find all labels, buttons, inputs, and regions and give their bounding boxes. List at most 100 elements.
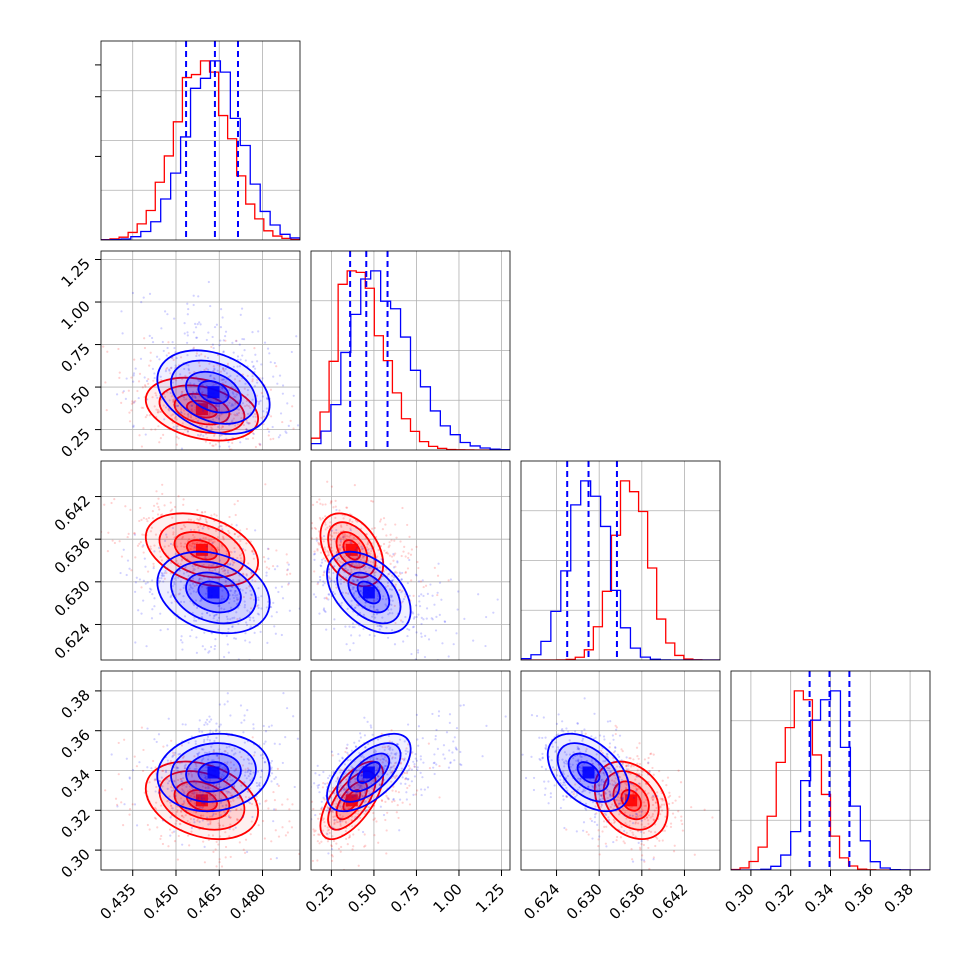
scatter-point <box>361 582 364 585</box>
scatter-point <box>143 346 147 350</box>
density-peak <box>345 794 358 807</box>
scatter-point <box>175 559 178 563</box>
scatter-point <box>333 565 336 568</box>
scatter-point <box>179 373 182 376</box>
scatter-point <box>335 842 338 845</box>
scatter-point <box>593 779 596 782</box>
scatter-point <box>184 376 188 379</box>
scatter-point <box>152 566 155 570</box>
scatter-point <box>191 394 194 397</box>
scatter-point <box>146 520 149 523</box>
scatter-point <box>390 729 393 732</box>
scatter-point <box>165 533 168 536</box>
scatter-point <box>171 807 174 810</box>
scatter-point <box>227 815 231 819</box>
scatter-point <box>257 783 261 786</box>
scatter-point <box>234 424 237 427</box>
scatter-point <box>363 734 366 737</box>
scatter-point <box>393 554 396 557</box>
scatter-point <box>308 514 310 516</box>
scatter-point <box>335 531 338 534</box>
contour-line <box>144 512 260 588</box>
scatter-point <box>218 559 222 562</box>
scatter-point <box>213 377 216 381</box>
scatter-point <box>285 553 288 556</box>
scatter-point <box>582 829 585 832</box>
scatter-point <box>384 764 388 768</box>
scatter-point <box>323 609 326 613</box>
scatter-point <box>213 647 216 651</box>
scatter-point <box>243 603 247 607</box>
scatter-point <box>378 628 381 631</box>
scatter-point <box>195 584 199 587</box>
scatter-point <box>340 786 344 789</box>
scatter-point <box>158 546 161 549</box>
scatter-point <box>650 796 653 799</box>
scatter-point <box>390 539 393 542</box>
scatter-point <box>343 532 346 535</box>
scatter-point <box>227 651 230 654</box>
scatter-point <box>256 784 259 788</box>
scatter-point <box>323 798 326 801</box>
scatter-point <box>577 758 580 761</box>
scatter-point <box>638 846 642 849</box>
scatter-point <box>174 405 177 408</box>
scatter-point <box>214 848 217 851</box>
scatter-point <box>646 773 650 776</box>
scatter-point <box>210 718 213 721</box>
scatter-point <box>245 404 249 407</box>
scatter-point <box>117 741 120 745</box>
scatter-point <box>416 789 419 792</box>
scatter-point <box>217 425 220 429</box>
scatter-point <box>384 759 388 762</box>
scatter-point <box>393 643 397 646</box>
scatter-point <box>187 367 190 370</box>
x-tick-label: 0.642 <box>648 880 691 923</box>
scatter-point <box>142 579 145 582</box>
scatter-point <box>356 520 359 523</box>
x-tick-label: 0.465 <box>183 880 226 923</box>
scatter-point <box>187 364 190 367</box>
scatter-point <box>359 816 362 820</box>
scatter-point <box>359 576 362 580</box>
scatter-point <box>585 808 588 811</box>
scatter-point <box>334 499 337 502</box>
scatter-point <box>170 366 173 369</box>
scatter-point <box>253 598 256 601</box>
scatter-point <box>338 820 341 823</box>
scatter-point <box>163 310 167 313</box>
scatter-point <box>208 540 211 543</box>
scatter-point <box>238 379 241 383</box>
scatter-point <box>394 775 397 778</box>
scatter-point <box>122 390 125 393</box>
scatter-point <box>290 826 294 829</box>
scatter-point <box>198 820 201 823</box>
scatter-point <box>649 816 652 819</box>
scatter-point <box>221 804 224 808</box>
scatter-point <box>371 615 374 618</box>
scatter-point <box>208 794 211 797</box>
scatter-point <box>253 413 257 416</box>
scatter-point <box>195 336 198 339</box>
scatter-point <box>173 753 176 756</box>
scatter-point <box>612 840 615 844</box>
scatter-point <box>162 404 165 407</box>
scatter-point <box>339 541 343 544</box>
scatter-point <box>265 407 269 410</box>
scatter-point <box>410 768 413 771</box>
scatter-point <box>326 826 329 829</box>
scatter-point <box>316 547 319 551</box>
scatter-point <box>336 778 339 781</box>
scatter-point <box>200 578 203 581</box>
scatter-point <box>222 339 225 342</box>
scatter-point <box>318 783 321 787</box>
scatter-point <box>369 757 372 761</box>
scatter-point <box>370 782 373 785</box>
scatter-point <box>344 778 348 781</box>
scatter-point <box>415 631 418 634</box>
scatter-point <box>190 393 194 396</box>
scatter-point <box>391 800 394 803</box>
scatter-point <box>614 777 617 780</box>
scatter-point <box>383 756 387 759</box>
scatter-point <box>661 798 664 801</box>
